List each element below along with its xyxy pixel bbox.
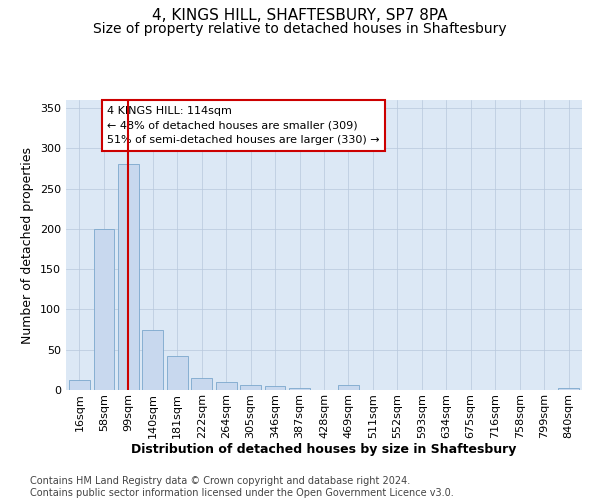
Text: Contains HM Land Registry data © Crown copyright and database right 2024.
Contai: Contains HM Land Registry data © Crown c… bbox=[30, 476, 454, 498]
Text: 4 KINGS HILL: 114sqm
← 48% of detached houses are smaller (309)
51% of semi-deta: 4 KINGS HILL: 114sqm ← 48% of detached h… bbox=[107, 106, 380, 146]
Bar bbox=[289, 388, 310, 390]
Text: Distribution of detached houses by size in Shaftesbury: Distribution of detached houses by size … bbox=[131, 442, 517, 456]
Text: Size of property relative to detached houses in Shaftesbury: Size of property relative to detached ho… bbox=[93, 22, 507, 36]
Bar bbox=[265, 386, 286, 390]
Bar bbox=[240, 385, 261, 390]
Text: 4, KINGS HILL, SHAFTESBURY, SP7 8PA: 4, KINGS HILL, SHAFTESBURY, SP7 8PA bbox=[152, 8, 448, 22]
Bar bbox=[69, 380, 90, 390]
Y-axis label: Number of detached properties: Number of detached properties bbox=[22, 146, 34, 344]
Bar bbox=[94, 229, 114, 390]
Bar bbox=[216, 382, 236, 390]
Bar bbox=[142, 330, 163, 390]
Bar bbox=[191, 378, 212, 390]
Bar bbox=[167, 356, 188, 390]
Bar bbox=[558, 388, 579, 390]
Bar bbox=[118, 164, 139, 390]
Bar bbox=[338, 385, 359, 390]
